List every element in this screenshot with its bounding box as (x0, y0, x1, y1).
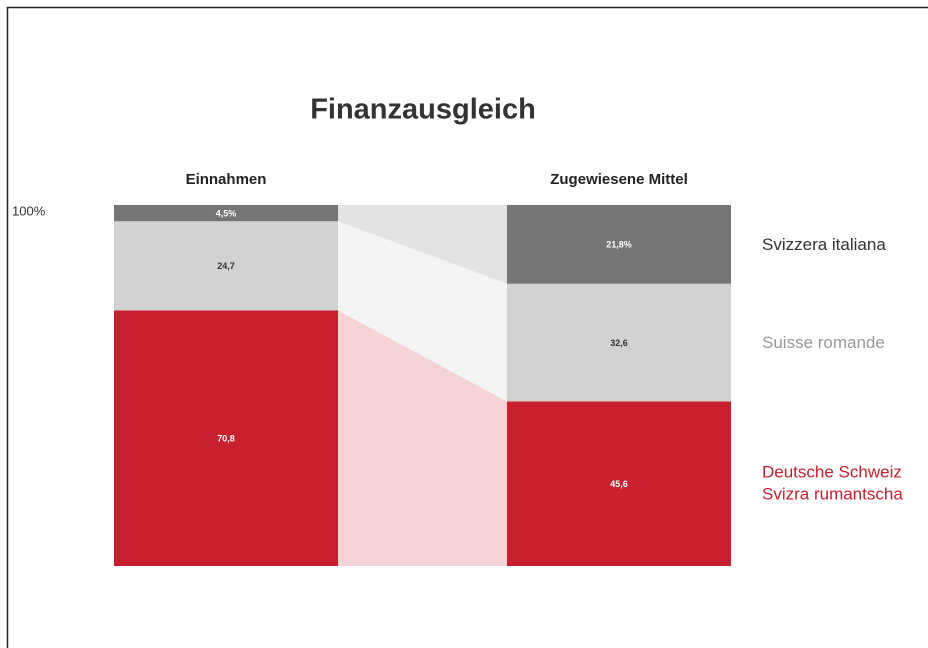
value-label: 4,5% (216, 208, 237, 218)
value-label: 70,8 (217, 434, 235, 444)
legend-label: Deutsche Schweiz Svizra rumantscha (762, 463, 903, 504)
category-label: Zugewiesene Mittel (550, 171, 688, 188)
bar-segment (114, 310, 338, 566)
chart-title: Finanzausgleich (310, 94, 536, 126)
bar-segment (114, 221, 338, 311)
legend-label: Suisse romande (762, 333, 885, 352)
y-tick-label: 100% (12, 203, 46, 218)
bar-segment (114, 205, 338, 222)
bar-segment (507, 205, 731, 284)
legend-line: Svizra rumantscha (762, 485, 903, 504)
connector (338, 310, 507, 566)
legend-line: Deutsche Schweiz (762, 463, 902, 482)
frame (6, 6, 928, 648)
value-label: 21,8% (606, 240, 632, 250)
category-label: Einnahmen (186, 171, 267, 188)
connector (338, 205, 507, 284)
bar-segment (507, 401, 731, 566)
bar-segment (507, 283, 731, 402)
legend-label: Svizzera italiana (762, 235, 886, 254)
value-label: 45,6 (610, 479, 628, 489)
connector (338, 221, 507, 402)
value-label: 32,6 (610, 338, 628, 348)
value-label: 24,7 (217, 261, 235, 271)
